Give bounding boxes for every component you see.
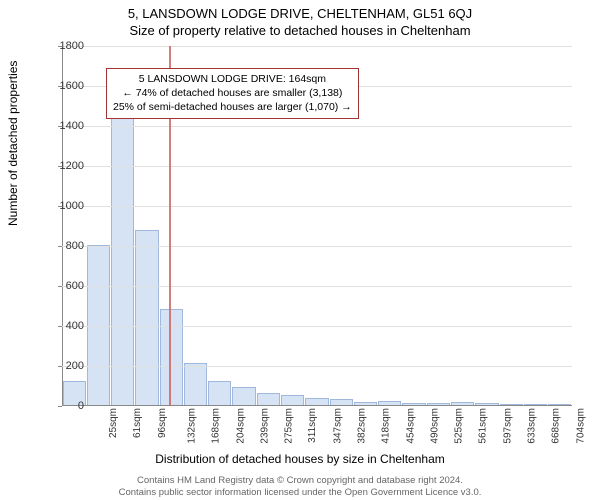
chart-title-subtitle: Size of property relative to detached ho… — [0, 23, 600, 38]
y-tick-label: 1800 — [60, 40, 84, 52]
gridline — [62, 366, 572, 367]
gridline — [62, 166, 572, 167]
x-tick-label: 275sqm — [284, 408, 295, 444]
x-axis-line — [62, 405, 572, 406]
footer-attribution: Contains HM Land Registry data © Crown c… — [0, 475, 600, 498]
histogram-bar — [451, 402, 474, 405]
x-tick-label: 382sqm — [357, 408, 368, 444]
annotation-line2: ← 74% of detached houses are smaller (3,… — [113, 86, 352, 100]
y-tick-mark — [58, 406, 62, 407]
y-tick-label: 1200 — [60, 160, 84, 172]
y-tick-label: 600 — [66, 280, 84, 292]
histogram-bar — [135, 230, 158, 406]
y-tick-label: 200 — [66, 360, 84, 372]
annotation-box: 5 LANSDOWN LODGE DRIVE: 164sqm ← 74% of … — [106, 68, 359, 119]
x-axis-title: Distribution of detached houses by size … — [0, 452, 600, 466]
x-tick-label: 490sqm — [429, 408, 440, 444]
histogram-bar — [427, 403, 450, 405]
x-tick-label: 525sqm — [454, 408, 465, 444]
x-tick-label: 61sqm — [132, 408, 143, 438]
chart-plot-area: 5 LANSDOWN LODGE DRIVE: 164sqm ← 74% of … — [62, 46, 572, 406]
gridline — [62, 46, 572, 47]
y-tick-label: 800 — [66, 240, 84, 252]
histogram-bar — [160, 309, 183, 405]
gridline — [62, 286, 572, 287]
histogram-bar — [402, 403, 425, 405]
x-tick-label: 633sqm — [527, 408, 538, 444]
x-tick-label: 561sqm — [478, 408, 489, 444]
y-tick-label: 1400 — [60, 120, 84, 132]
x-tick-label: 454sqm — [405, 408, 416, 444]
histogram-bar — [184, 363, 207, 405]
gridline — [62, 126, 572, 127]
gridline — [62, 246, 572, 247]
histogram-bar — [524, 404, 547, 405]
gridline — [62, 206, 572, 207]
histogram-bar — [475, 403, 498, 405]
y-tick-label: 400 — [66, 320, 84, 332]
x-tick-label: 597sqm — [502, 408, 513, 444]
y-tick-mark — [58, 286, 62, 287]
histogram-bar — [232, 387, 255, 405]
y-tick-label: 1000 — [60, 200, 84, 212]
histogram-bar — [548, 404, 571, 405]
histogram-bar — [281, 395, 304, 405]
x-tick-label: 239sqm — [259, 408, 270, 444]
histogram-bar — [500, 404, 523, 405]
histogram-bar — [378, 401, 401, 405]
footer-line1: Contains HM Land Registry data © Crown c… — [0, 475, 600, 486]
histogram-bar — [111, 110, 134, 405]
x-tick-label: 418sqm — [381, 408, 392, 444]
gridline — [62, 326, 572, 327]
histogram-bar — [330, 399, 353, 405]
chart-title-address: 5, LANSDOWN LODGE DRIVE, CHELTENHAM, GL5… — [0, 6, 600, 21]
histogram-bar — [257, 393, 280, 405]
x-tick-label: 668sqm — [551, 408, 562, 444]
chart-titles: 5, LANSDOWN LODGE DRIVE, CHELTENHAM, GL5… — [0, 0, 600, 38]
x-tick-label: 168sqm — [211, 408, 222, 444]
x-tick-label: 704sqm — [575, 408, 586, 444]
y-tick-label: 0 — [78, 400, 84, 412]
histogram-bar — [354, 402, 377, 405]
y-tick-mark — [58, 366, 62, 367]
annotation-line3: 25% of semi-detached houses are larger (… — [113, 100, 352, 114]
y-axis-title: Number of detached properties — [6, 61, 20, 226]
histogram-bar — [305, 398, 328, 405]
x-tick-label: 347sqm — [332, 408, 343, 444]
x-axis-labels: 25sqm 61sqm 96sqm 132sqm 168sqm 204sqm 239sqm 2… — [62, 408, 572, 458]
x-tick-label: 25sqm — [108, 408, 119, 438]
annotation-line1: 5 LANSDOWN LODGE DRIVE: 164sqm — [113, 72, 352, 86]
x-tick-label: 132sqm — [187, 408, 198, 444]
x-tick-label: 204sqm — [235, 408, 246, 444]
y-tick-mark — [58, 326, 62, 327]
histogram-bar — [208, 381, 231, 405]
y-tick-label: 1600 — [60, 80, 84, 92]
x-tick-label: 96sqm — [157, 408, 168, 438]
footer-line2: Contains public sector information licen… — [0, 487, 600, 498]
y-tick-mark — [58, 246, 62, 247]
x-tick-label: 311sqm — [307, 408, 318, 443]
